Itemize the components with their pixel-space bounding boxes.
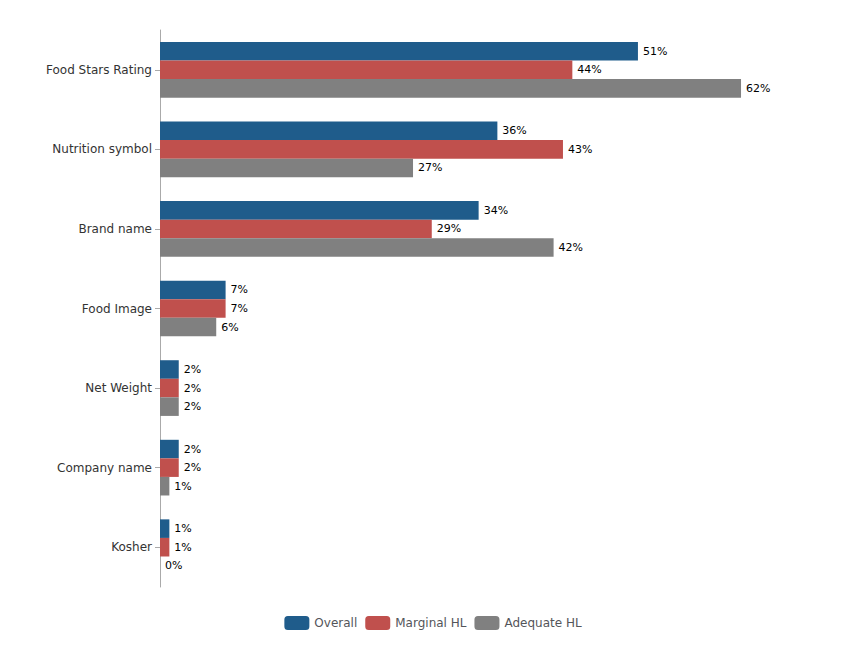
svg-text:Kosher: Kosher bbox=[111, 540, 152, 554]
svg-text:27%: 27% bbox=[418, 161, 442, 174]
svg-text:Company name: Company name bbox=[57, 461, 152, 475]
svg-text:2%: 2% bbox=[184, 400, 201, 413]
svg-text:51%: 51% bbox=[643, 45, 667, 58]
svg-text:Overall: Overall bbox=[314, 616, 357, 630]
svg-text:2%: 2% bbox=[184, 461, 201, 474]
svg-text:Marginal HL: Marginal HL bbox=[395, 616, 467, 630]
svg-text:44%: 44% bbox=[577, 63, 601, 76]
svg-text:1%: 1% bbox=[174, 522, 191, 535]
svg-text:29%: 29% bbox=[437, 222, 461, 235]
svg-text:2%: 2% bbox=[184, 443, 201, 456]
svg-text:1%: 1% bbox=[174, 541, 191, 554]
svg-text:Food Stars Rating: Food Stars Rating bbox=[46, 63, 152, 77]
svg-text:2%: 2% bbox=[184, 382, 201, 395]
svg-text:42%: 42% bbox=[559, 241, 583, 254]
svg-text:36%: 36% bbox=[502, 124, 526, 137]
svg-text:62%: 62% bbox=[746, 82, 770, 95]
svg-text:7%: 7% bbox=[231, 283, 248, 296]
svg-text:7%: 7% bbox=[231, 302, 248, 315]
svg-text:Adequate HL: Adequate HL bbox=[504, 616, 582, 630]
svg-text:Food Image: Food Image bbox=[82, 302, 152, 316]
svg-text:6%: 6% bbox=[221, 321, 238, 334]
svg-text:Nutrition symbol: Nutrition symbol bbox=[52, 142, 152, 156]
svg-text:34%: 34% bbox=[484, 204, 508, 217]
svg-text:2%: 2% bbox=[184, 363, 201, 376]
svg-text:43%: 43% bbox=[568, 143, 592, 156]
svg-text:Net Weight: Net Weight bbox=[85, 381, 152, 395]
svg-text:1%: 1% bbox=[174, 480, 191, 493]
svg-text:Brand name: Brand name bbox=[78, 222, 152, 236]
svg-text:0%: 0% bbox=[165, 559, 182, 572]
